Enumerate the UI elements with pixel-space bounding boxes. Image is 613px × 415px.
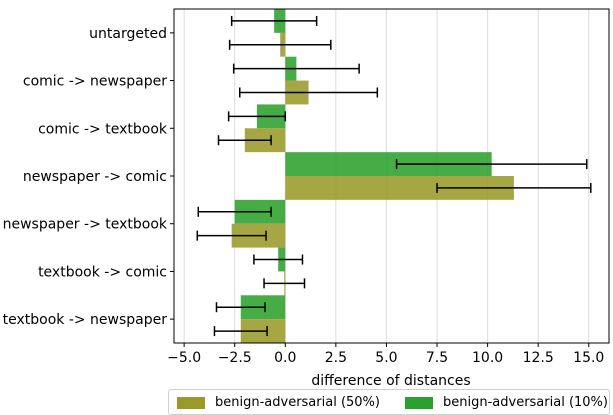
x-tick-label: 0.0: [274, 350, 296, 366]
y-tick-label: textbook -> newspaper: [3, 312, 168, 328]
x-tick-label: 15.0: [573, 350, 604, 366]
legend: benign-adversarial (50%) benign-adversar…: [168, 389, 610, 415]
y-tick-label: newspaper -> comic: [23, 169, 167, 185]
x-tick-label: 12.5: [523, 350, 554, 366]
y-tick-label: newspaper -> textbook: [3, 217, 168, 233]
y-tick-label: untargeted: [89, 26, 167, 42]
bars: [231, 9, 514, 343]
bar: [285, 152, 492, 176]
legend-swatch-10: [405, 396, 433, 409]
x-tick-label: 10.0: [472, 350, 503, 366]
legend-item-10: benign-adversarial (10%): [405, 395, 608, 410]
bar: [285, 176, 514, 200]
x-tick-label: 7.5: [426, 350, 448, 366]
y-tick-label: comic -> newspaper: [23, 74, 167, 90]
y-tick-label: textbook -> comic: [38, 264, 167, 280]
legend-swatch-50: [177, 396, 205, 409]
x-tick-label: 2.5: [325, 350, 347, 366]
legend-label-10: benign-adversarial (10%): [443, 395, 608, 410]
legend-label-50: benign-adversarial (50%): [215, 395, 380, 410]
legend-item-50: benign-adversarial (50%): [177, 395, 380, 410]
error-bars: [196, 15, 592, 337]
x-tick-label: 5.0: [375, 350, 397, 366]
y-axis: untargeted comic -> newspaper comic -> tex…: [3, 26, 174, 328]
y-tick-label: comic -> textbook: [38, 121, 168, 137]
x-tick-label: −2.5: [218, 350, 252, 366]
x-axis-label: difference of distances: [311, 373, 470, 389]
x-tick-label: −5.0: [167, 350, 201, 366]
x-axis: −5.0 −2.5 0.0 2.5 5.0 7.5 10.0 12.5 15.0: [167, 343, 604, 366]
